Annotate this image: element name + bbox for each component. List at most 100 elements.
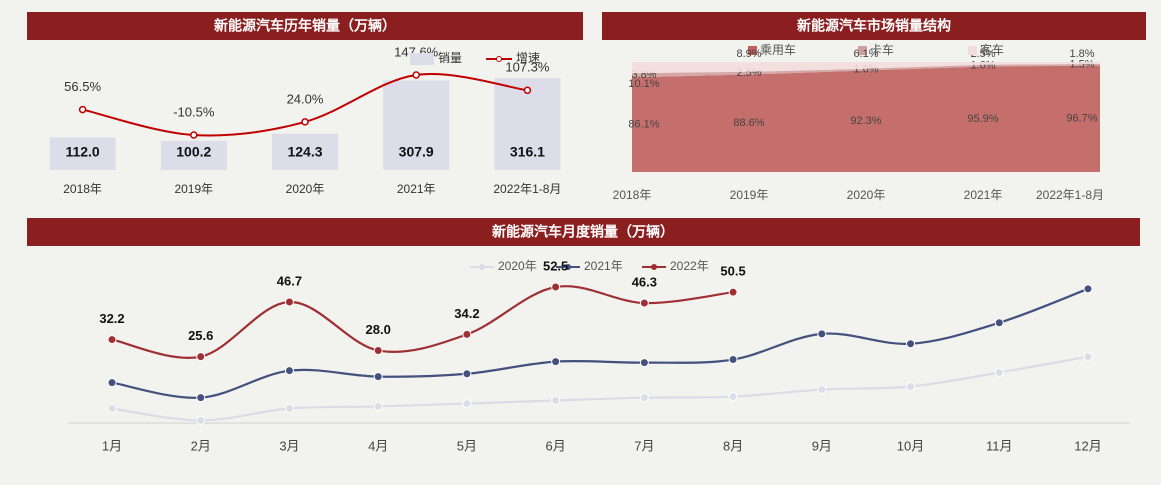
line-marker [639,298,649,308]
growth-marker [301,118,309,126]
chart-title: 新能源汽车历年销量（万辆） [214,18,396,34]
data-label: 52.5 [543,258,568,273]
line-marker [373,372,383,382]
line-marker [196,415,206,425]
line-marker [551,282,561,292]
area-label: 6.1% [853,48,878,60]
bar-label: 307.9 [399,144,434,160]
line-marker [196,393,206,403]
legend-swatch [479,264,485,270]
header-bar [27,12,583,40]
legend-swatch [651,264,657,270]
line-marker [994,367,1004,377]
bar [49,137,116,170]
growth-label: -10.5% [173,104,215,119]
area-label: 1.8% [1069,48,1094,60]
data-label: 50.5 [720,264,745,279]
x-tick-label: 2018年 [613,188,652,202]
chart-title: 新能源汽车月度销量（万辆） [492,224,674,240]
legend-label: 2022年 [670,259,709,273]
x-tick-label: 7月 [634,438,654,453]
line-marker [284,403,294,413]
area-label: 8.9% [736,48,761,60]
x-tick-label: 2018年 [63,182,102,196]
area-label: 10.1% [628,78,659,90]
line-marker [284,366,294,376]
line-marker [462,399,472,409]
x-tick-label: 2020年 [847,188,886,202]
bar [272,133,338,170]
x-tick-label: 6月 [546,438,566,453]
x-tick-label: 8月 [723,438,743,453]
legend-label: 客车 [980,42,1004,57]
line-marker [373,345,383,355]
x-tick-label: 12月 [1074,438,1101,453]
line-marker [551,357,561,367]
legend-label: 2021年 [584,259,623,273]
growth-label: 107.3% [505,60,550,75]
x-tick-label: 2021年 [397,182,436,196]
line-marker [196,352,206,362]
area-label: 92.3% [850,115,881,127]
bar-label: 100.2 [176,144,211,160]
x-tick-label: 11月 [986,438,1013,453]
area-label: 1.5% [1069,59,1094,71]
x-tick-label: 10月 [897,438,924,453]
line-marker [728,287,738,297]
bar [383,80,450,170]
growth-marker [412,71,420,79]
area [632,65,1100,172]
line-marker [462,369,472,379]
header-bar [27,218,1140,246]
legend-swatch [858,46,867,55]
area-label: 96.7% [1066,113,1097,125]
x-tick-label: 2021年 [964,188,1003,202]
legend-label: 增速 [516,51,540,65]
bar [160,140,227,170]
x-tick-label: 2019年 [174,182,213,196]
line-marker [1083,284,1093,294]
line-marker [107,335,117,345]
legend-swatch [748,46,757,55]
line-marker [906,381,916,391]
chart-title: 新能源汽车市场销量结构 [797,18,951,34]
data-label: 46.7 [277,273,302,288]
data-label: 25.6 [188,328,213,343]
x-tick-label: 4月 [368,438,388,453]
data-label: 46.3 [632,274,657,289]
line-marker [994,318,1004,328]
legend-label: 卡车 [870,42,894,57]
line-marker [462,329,472,339]
line-marker [551,395,561,405]
x-tick-label: 2022年1-8月 [493,182,561,196]
data-label: 28.0 [366,322,391,337]
header-bar [602,12,1146,40]
line-marker [639,358,649,368]
line-marker [728,392,738,402]
growth-marker [190,131,198,139]
legend-swatch [496,56,502,62]
data-label: 32.2 [99,311,124,326]
legend-label: 2020年 [498,259,537,273]
line-marker [107,403,117,413]
x-tick-label: 2月 [191,438,211,453]
line-marker [728,355,738,365]
line-marker [817,385,827,395]
x-tick-label: 9月 [812,438,832,453]
bar-label: 112.0 [65,144,99,160]
x-tick-label: 2019年 [730,188,769,202]
area [632,63,1100,78]
area-label: 86.1% [628,119,659,131]
line-marker [1083,352,1093,362]
area-label: 88.6% [733,117,764,129]
line-marker [107,378,117,388]
growth-label: 56.5% [64,79,101,94]
line-marker [639,393,649,403]
bar-label: 316.1 [510,144,545,160]
line [111,285,734,359]
x-tick-label: 2020年 [286,182,325,196]
line-marker [373,401,383,411]
line-marker [284,297,294,307]
line-marker [906,339,916,349]
